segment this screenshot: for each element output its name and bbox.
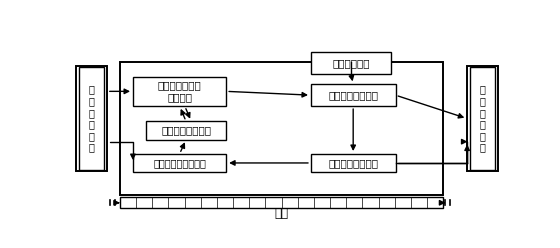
Bar xyxy=(311,52,391,74)
Bar xyxy=(311,84,395,106)
Bar xyxy=(120,197,444,208)
Bar xyxy=(78,67,104,170)
Bar xyxy=(133,77,226,106)
Text: 链路稳定性预测模块: 链路稳定性预测模块 xyxy=(153,158,206,168)
Bar xyxy=(120,62,444,195)
Text: 链路速率统计模块: 链路速率统计模块 xyxy=(328,158,378,168)
Bar xyxy=(470,67,495,170)
Text: 数
据
接
收
模
块: 数 据 接 收 模 块 xyxy=(88,85,94,153)
Text: 数据转发启动模块: 数据转发启动模块 xyxy=(328,90,378,100)
Text: 数据接收与缓存
监控模块: 数据接收与缓存 监控模块 xyxy=(158,81,202,102)
Text: 缓存: 缓存 xyxy=(274,207,288,220)
Bar xyxy=(146,122,226,140)
Bar xyxy=(76,66,107,171)
Text: 缓存阈值计算模块: 缓存阈值计算模块 xyxy=(161,125,211,135)
Bar xyxy=(133,154,226,172)
Text: 数
据
转
发
模
块: 数 据 转 发 模 块 xyxy=(480,85,486,153)
Bar xyxy=(311,154,395,172)
Text: 信道检测模块: 信道检测模块 xyxy=(332,58,370,68)
Bar xyxy=(467,66,498,171)
